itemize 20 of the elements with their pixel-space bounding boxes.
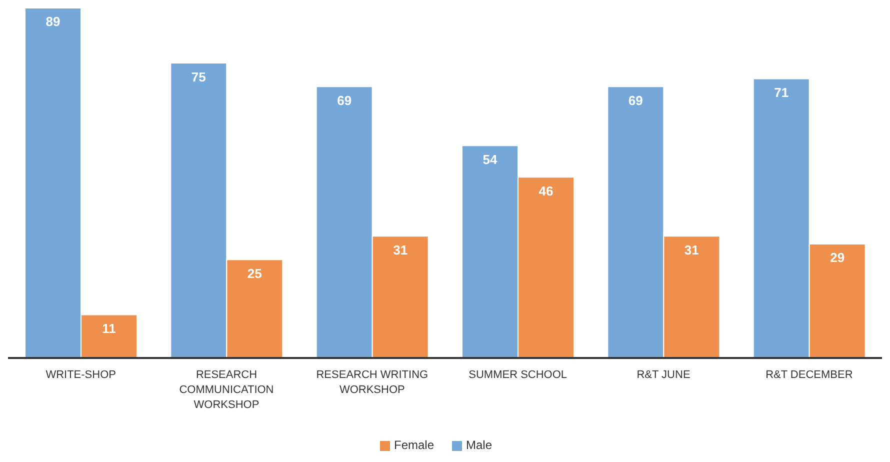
data-label: 69 [337, 92, 352, 108]
data-label: 75 [191, 69, 206, 84]
data-label: 31 [393, 242, 408, 258]
data-label: 71 [774, 85, 789, 100]
legend-label: Male [466, 438, 492, 452]
x-tick-label: RESEARCH WRITING WORKSHOP [316, 369, 428, 396]
data-label: 29 [830, 250, 845, 266]
x-tick-label: WRITE-SHOP [46, 369, 116, 381]
x-tick-label: R&T DECEMBER [766, 369, 853, 381]
legend-label: Female [394, 438, 434, 452]
data-label: 31 [684, 242, 699, 258]
data-label: 54 [482, 152, 498, 167]
data-label: 89 [46, 14, 60, 30]
data-label: 69 [628, 92, 643, 108]
data-label: 25 [247, 266, 262, 281]
data-label: 11 [102, 320, 116, 336]
x-tick-label: RESEARCH COMMUNICATION WORKSHOP [179, 369, 274, 411]
data-label: 46 [538, 183, 554, 198]
x-tick-label: SUMMER SCHOOL [468, 369, 568, 381]
x-tick-label: R&T JUNE [636, 369, 690, 381]
